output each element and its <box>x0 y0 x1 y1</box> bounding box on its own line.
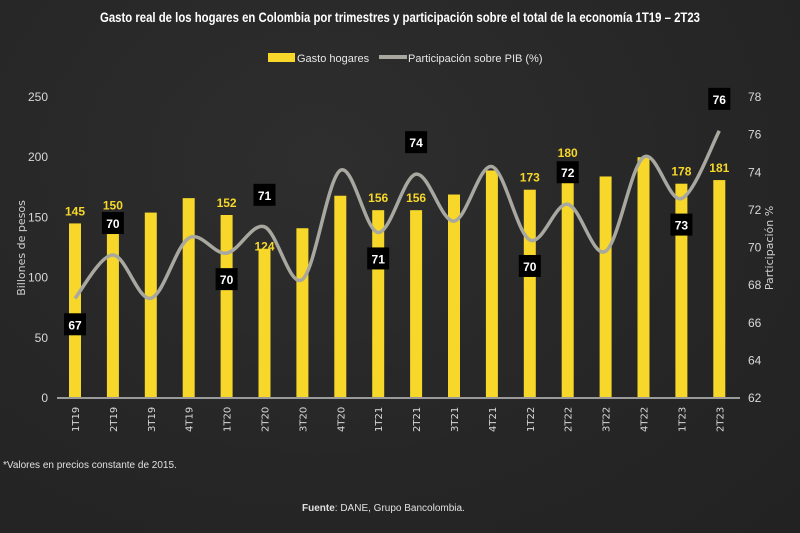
line-data-label-box <box>367 247 390 270</box>
bar <box>182 198 195 398</box>
y2-tick-label: 72 <box>748 203 762 217</box>
x-tick-label: 1T23 <box>677 407 688 432</box>
x-tick-label: 4T22 <box>640 407 651 432</box>
y-tick-label: 150 <box>28 210 48 224</box>
bar-data-label: 150 <box>103 198 123 212</box>
bar-data-label: 173 <box>520 171 540 185</box>
y-axis-label: Billones de pesos <box>15 200 28 296</box>
y-tick-label: 0 <box>41 391 48 405</box>
x-tick-label: 1T21 <box>374 407 385 432</box>
y2-axis-label: Participación % <box>763 206 776 290</box>
y-tick-label: 200 <box>28 150 48 164</box>
y2-tick-label: 66 <box>748 316 762 330</box>
bar <box>599 176 612 398</box>
line-data-label-box <box>518 254 541 277</box>
x-tick-label: 2T23 <box>715 407 726 432</box>
bar <box>637 157 650 398</box>
x-tick-label: 3T19 <box>147 407 158 432</box>
legend: Gasto hogares Participación sobre PIB (%… <box>268 53 543 65</box>
bar-data-label: 180 <box>558 146 578 160</box>
x-tick-label: 3T20 <box>298 407 309 432</box>
x-tick-label: 1T20 <box>223 407 234 432</box>
line-data-label-box <box>253 183 276 206</box>
bar <box>561 181 574 398</box>
line-data-label: 73 <box>675 219 689 233</box>
bar <box>258 248 271 398</box>
bar <box>69 223 81 398</box>
bar <box>144 212 157 398</box>
x-tick-label: 2T20 <box>261 407 272 432</box>
bar <box>713 180 726 398</box>
line-data-label-box <box>556 161 579 184</box>
bar-data-label: 124 <box>254 240 274 254</box>
bar <box>410 210 423 398</box>
line-data-label-box <box>101 212 124 235</box>
x-tick-label: 2T22 <box>564 407 575 432</box>
bar-data-label: 152 <box>217 196 237 210</box>
line-data-label: 67 <box>68 318 82 332</box>
bar-data-label: 145 <box>65 204 85 218</box>
line-data-label-box <box>708 87 731 110</box>
line-data-label: 71 <box>372 252 386 266</box>
bar <box>296 228 309 398</box>
source-label: Fuente <box>302 503 335 514</box>
line-data-label: 70 <box>220 273 234 287</box>
bar <box>220 214 233 398</box>
x-tick-label: 4T20 <box>336 407 347 432</box>
x-tick-label: 4T21 <box>488 407 499 432</box>
footnote: *Valores en precios constante de 2015. <box>3 460 177 471</box>
y2-tick-label: 70 <box>748 241 762 255</box>
source-text: : DANE, Grupo Bancolombia. <box>335 503 465 514</box>
y2-tick-label: 68 <box>748 278 762 292</box>
bar <box>675 183 688 398</box>
y2-tick-label: 76 <box>748 128 762 142</box>
line-data-label-box <box>64 313 86 336</box>
bar <box>372 210 385 398</box>
x-tick-label: 4T19 <box>185 407 196 432</box>
legend-swatch-bars <box>268 53 295 62</box>
bar <box>106 217 119 398</box>
y2-tick-label: 74 <box>748 165 762 179</box>
line-data-label: 71 <box>258 189 272 203</box>
line-data-label: 72 <box>561 166 575 180</box>
y2-tick-label: 62 <box>748 391 762 405</box>
x-tick-label: 2T21 <box>412 407 423 432</box>
y-tick-label: 250 <box>28 90 48 104</box>
bar <box>334 195 347 398</box>
line-data-label: 76 <box>713 93 727 107</box>
bar-data-label: 181 <box>709 161 729 175</box>
source: Fuente: DANE, Grupo Bancolombia. <box>302 503 465 514</box>
line-data-label: 70 <box>523 260 537 274</box>
x-tick-label: 2T19 <box>109 407 120 432</box>
bar-data-label: 178 <box>671 165 691 179</box>
bar-data-label: 156 <box>406 191 426 205</box>
x-tick-label: 1T19 <box>71 407 82 432</box>
line-data-label-box <box>215 268 238 291</box>
legend-label-line: Participación sobre PIB (%) <box>408 53 543 65</box>
x-tick-label: 1T22 <box>526 407 537 432</box>
chart-title: Gasto real de los hogares en Colombia po… <box>100 9 700 25</box>
line-data-label-box <box>670 213 693 236</box>
bar-data-label: 156 <box>368 191 388 205</box>
x-tick-label: 3T21 <box>450 407 461 432</box>
x-tick-label: 3T22 <box>602 407 613 432</box>
y2-tick-label: 64 <box>748 353 762 367</box>
bar <box>523 189 536 398</box>
line-data-label-box <box>405 131 428 154</box>
line-data-label: 74 <box>409 136 423 150</box>
y-tick-label: 100 <box>28 271 48 285</box>
line-data-label: 70 <box>106 217 120 231</box>
y-tick-label: 50 <box>35 331 49 345</box>
y2-tick-label: 78 <box>748 90 762 104</box>
bar <box>485 170 498 398</box>
series-line <box>73 130 721 301</box>
legend-label-bars: Gasto hogares <box>297 53 370 65</box>
bar <box>448 194 460 398</box>
